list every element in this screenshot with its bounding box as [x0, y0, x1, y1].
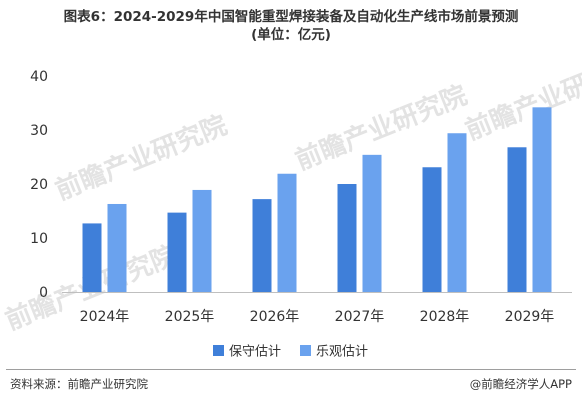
- x-tick-label: 2025年: [165, 309, 215, 325]
- x-axis: 2024年 2025年 2026年 2027年 2028年 2029年: [62, 292, 572, 325]
- x-tick-label: 2024年: [80, 309, 130, 325]
- chart-title-block: 图表6：2024-2029年中国智能重型焊接装备及自动化生产线市场前景预测 (单…: [0, 8, 582, 44]
- bar-optimistic: [362, 154, 382, 292]
- legend-label: 乐观估计: [316, 345, 368, 360]
- y-tick-label: 40: [30, 69, 48, 85]
- legend-swatch: [213, 345, 224, 356]
- bar-optimistic: [532, 107, 552, 292]
- legend-label: 保守估计: [229, 345, 281, 360]
- x-tick-label: 2026年: [250, 309, 300, 325]
- y-tick-label: 20: [30, 177, 48, 193]
- footer: 资料来源：前瞻产业研究院 @前瞻经济学人APP: [10, 376, 572, 394]
- legend: 保守估计 乐观估计: [213, 345, 368, 360]
- y-tick-label: 30: [30, 123, 48, 139]
- footer-divider: [6, 369, 576, 370]
- y-axis: 0 10 20 30 40: [30, 69, 48, 301]
- bar-conservative: [422, 167, 442, 292]
- legend-swatch: [300, 345, 311, 356]
- bar-conservative: [507, 147, 527, 292]
- bar-conservative: [167, 212, 187, 292]
- chart-subtitle: (单位：亿元): [251, 27, 331, 43]
- bar-optimistic: [447, 133, 467, 292]
- y-tick-label: 0: [39, 285, 48, 301]
- source-note: 资料来源：前瞻产业研究院: [10, 377, 148, 391]
- x-tick-label: 2027年: [335, 309, 385, 325]
- brand-credit: @前瞻经济学人APP: [469, 377, 572, 391]
- bar-conservative: [252, 199, 272, 292]
- chart-title: 图表6：2024-2029年中国智能重型焊接装备及自动化生产线市场前景预测: [63, 9, 519, 25]
- bars-layer: [82, 107, 552, 292]
- watermark-text: 前瞻产业研究院: [461, 50, 582, 147]
- x-tick-label: 2028年: [420, 309, 470, 325]
- bar-optimistic: [192, 189, 212, 292]
- bar-optimistic: [107, 203, 127, 292]
- y-tick-label: 10: [30, 231, 48, 247]
- bar-optimistic: [277, 173, 297, 292]
- bar-conservative: [337, 184, 357, 292]
- bar-conservative: [82, 223, 102, 292]
- x-tick-label: 2029年: [505, 309, 555, 325]
